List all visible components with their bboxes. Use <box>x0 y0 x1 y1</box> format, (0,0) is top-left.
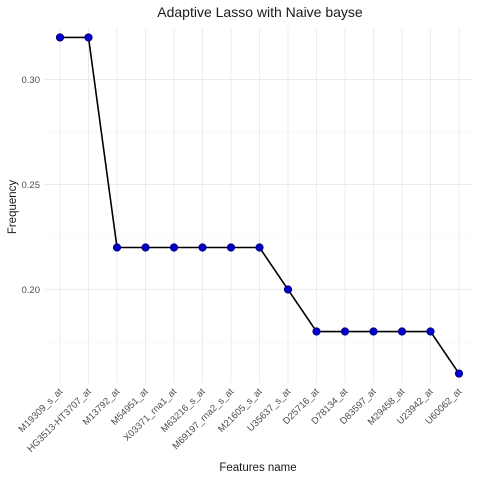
data-point <box>112 243 122 252</box>
data-point <box>426 327 435 336</box>
data-point <box>169 243 179 252</box>
x-tick-labels: M19309_s_atHG3513-HT3707_atM13792_atM549… <box>17 386 465 455</box>
y-tick-label: 0.30 <box>22 75 41 86</box>
series <box>55 33 464 378</box>
data-point <box>340 327 350 336</box>
data-point <box>226 243 236 252</box>
y-tick-label: 0.25 <box>22 180 41 191</box>
data-point <box>312 327 321 336</box>
data-point <box>397 327 407 336</box>
data-point <box>141 243 150 252</box>
data-point <box>198 243 207 252</box>
grid <box>45 28 472 383</box>
data-point <box>454 369 464 378</box>
data-point <box>84 33 93 42</box>
x-axis-title: Features name <box>219 462 296 474</box>
data-point <box>369 327 378 336</box>
data-point <box>55 33 65 42</box>
y-axis-title: Frequency <box>7 180 19 235</box>
data-point <box>283 285 293 294</box>
data-point <box>255 243 264 252</box>
y-tick-labels: 0.20 0.25 0.30 <box>22 75 41 296</box>
y-tick-label: 0.20 <box>22 285 41 296</box>
chart-title: Adaptive Lasso with Naive bayse <box>157 4 363 20</box>
